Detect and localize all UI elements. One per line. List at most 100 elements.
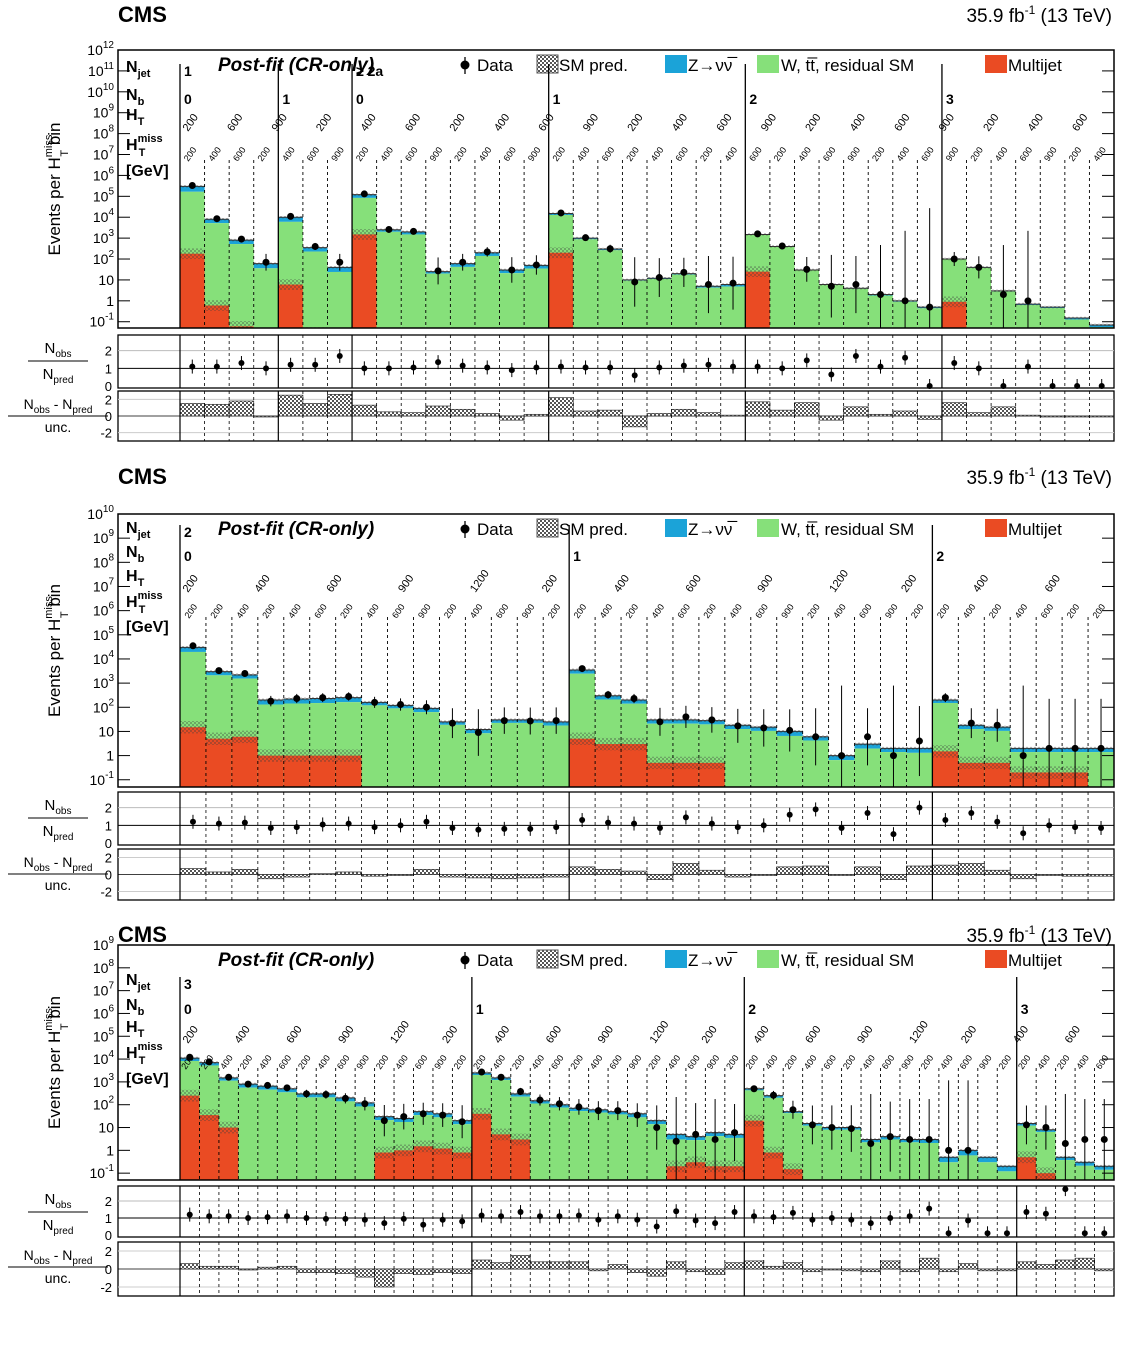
data-point: [497, 1073, 505, 1081]
bin-header-1: Nb: [126, 87, 145, 108]
pull-bar: [490, 874, 518, 880]
pull-panel: -2 0 2 Nobs - Npred unc.: [8, 848, 1115, 901]
data-point: [614, 1107, 622, 1115]
ratio-point: [361, 1216, 368, 1223]
pull-bar: [750, 874, 778, 876]
data-point: [729, 279, 737, 287]
htmiss-label: 900: [432, 1053, 449, 1071]
bar-wtt: [627, 1117, 647, 1180]
ht-label: 200: [540, 573, 560, 595]
htmiss-label: 200: [935, 602, 952, 620]
data-point: [633, 1111, 641, 1119]
pull-bar: [828, 874, 855, 876]
data-point: [754, 230, 762, 238]
bar-wtt: [977, 1162, 998, 1180]
ratio-point: [1062, 1186, 1069, 1193]
data-point: [188, 181, 196, 189]
y-tick-label: 105: [93, 625, 115, 643]
ht-label: 1200: [388, 1019, 412, 1046]
data-point: [225, 1073, 233, 1081]
pull-bar: [990, 406, 1017, 417]
data-point: [941, 694, 949, 702]
ratio-point: [779, 365, 786, 372]
ratio-point: [342, 1215, 349, 1222]
htmiss-label: 200: [1065, 602, 1082, 620]
pull-title-den: unc.: [45, 419, 71, 435]
ratio-point: [206, 1213, 213, 1220]
pull-bar: [452, 1268, 473, 1274]
legend-smpred-swatch: [536, 949, 559, 969]
pull-bar: [720, 414, 746, 417]
htmiss-label: 400: [206, 145, 223, 163]
ht-label: 600: [403, 112, 423, 134]
bar-multijet-unc: [432, 1142, 453, 1155]
pull-bar: [276, 1265, 298, 1270]
nb-label: 0: [356, 91, 364, 107]
ratio-point: [812, 806, 819, 813]
ratio-point: [828, 1215, 835, 1221]
pull-title-num: Nobs - Npred: [24, 396, 93, 416]
htmiss-label: 200: [1090, 602, 1107, 620]
ht-label: 600: [892, 112, 912, 134]
ht-label: 200: [314, 112, 334, 134]
data-point: [993, 721, 1001, 729]
y-axis-title: Events per Hmiss T bin: [43, 584, 71, 717]
pull-bar: [257, 1266, 278, 1270]
htmiss-label: 200: [1016, 1053, 1033, 1071]
bin-header-4: [GeV]: [126, 1071, 169, 1088]
data-point: [500, 717, 508, 725]
ht-label: 600: [684, 573, 704, 595]
ratio-point: [400, 1215, 407, 1222]
y-tick-label: 10: [98, 272, 114, 288]
data-point: [575, 1103, 583, 1111]
pull-bar: [607, 1264, 628, 1270]
pull-bar: [432, 1268, 453, 1273]
data-point: [459, 258, 467, 266]
htmiss-label: 400: [1074, 1053, 1091, 1071]
htmiss-label: 200: [255, 145, 272, 163]
ht-label: 600: [1063, 1024, 1083, 1046]
bar-multijet-unc: [413, 1140, 433, 1153]
pull-bar: [179, 1263, 200, 1270]
data-point: [517, 1087, 525, 1095]
data-point: [244, 1080, 252, 1088]
ratio-point: [902, 354, 909, 361]
nb-label: 1: [476, 1001, 484, 1017]
ratio-panel: 0 1 2 Nobs Npred: [28, 334, 1115, 394]
ht-label: 200: [181, 573, 201, 595]
data-point: [760, 724, 768, 732]
data-point: [360, 190, 368, 198]
ratio-point: [225, 1213, 232, 1220]
data-point: [397, 701, 405, 709]
ratio-tick-label: 2: [105, 801, 112, 816]
data-point: [877, 291, 884, 299]
pull-tick-label: -2: [100, 885, 112, 900]
y-tick-label: 107: [93, 145, 115, 163]
ratio-point: [439, 1216, 446, 1223]
ratio-point: [1042, 1210, 1049, 1217]
ratio-point: [848, 1216, 855, 1223]
bar-multijet-unc: [744, 1114, 764, 1127]
htmiss-label: 200: [338, 602, 355, 620]
ht-label: 200: [181, 112, 201, 134]
htmiss-label: 200: [452, 1053, 469, 1071]
data-point: [711, 1135, 719, 1143]
ratio-point: [498, 1213, 505, 1220]
bar-wtt: [257, 1089, 278, 1180]
y-tick-label: 102: [93, 1095, 115, 1113]
pull-bar: [542, 874, 570, 878]
pull-bar: [776, 866, 804, 875]
legend-data-marker: [460, 955, 470, 965]
ratio-point: [303, 1215, 310, 1221]
htmiss-label: 400: [257, 1053, 274, 1071]
htmiss-label: 200: [182, 145, 199, 163]
htmiss-label: 400: [727, 602, 744, 620]
pull-bar: [283, 874, 311, 878]
pull-tick-label: 2: [105, 851, 112, 866]
data-point: [264, 1081, 272, 1089]
bar-multijet: [763, 1152, 784, 1180]
pull-bar: [966, 412, 992, 417]
bar-multijet: [548, 252, 574, 328]
bin-header-2: HT: [126, 1019, 145, 1040]
htmiss-label: 400: [588, 1053, 605, 1071]
